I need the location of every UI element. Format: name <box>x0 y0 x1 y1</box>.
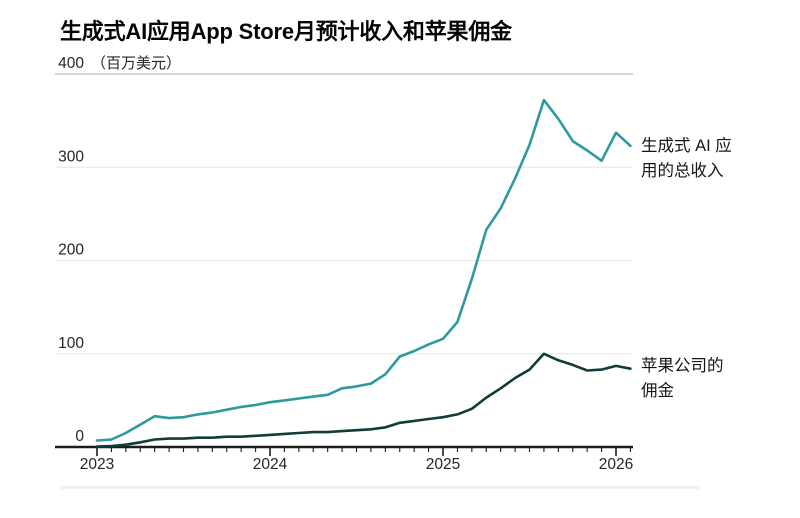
series-label-commission: 苹果公司的 佣金 <box>641 354 781 404</box>
series-label-commission-line2: 佣金 <box>641 382 674 401</box>
svg-text:2024: 2024 <box>253 456 288 473</box>
revenue-line <box>95 98 632 442</box>
series-label-revenue: 生成式 AI 应 用的总收入 <box>641 134 781 184</box>
svg-text:2026: 2026 <box>599 456 633 473</box>
x-ticks <box>96 448 631 456</box>
series-label-commission-line1: 苹果公司的 <box>641 357 724 375</box>
svg-text:2025: 2025 <box>426 456 460 473</box>
x-tick-labels: 2023 2024 2025 2026 <box>80 456 633 473</box>
svg-text:300: 300 <box>58 148 84 165</box>
series-label-revenue-line1: 生成式 AI 应 <box>641 137 732 155</box>
svg-text:2023: 2023 <box>80 456 114 473</box>
bottom-shadow-strip <box>60 486 700 489</box>
chart-title: 生成式AI应用App Store月预计收入和苹果佣金 <box>60 19 512 44</box>
commission-line <box>95 352 632 448</box>
gridlines <box>55 73 633 355</box>
series-label-revenue-line2: 用的总收入 <box>641 162 724 181</box>
svg-text:100: 100 <box>58 335 84 352</box>
svg-text:400: 400 <box>58 55 84 72</box>
svg-text:（百万美元）: （百万美元） <box>91 55 181 72</box>
svg-text:0: 0 <box>75 428 84 445</box>
svg-text:200: 200 <box>58 242 84 259</box>
y-tick-labels: 0 100 200 300 400 （百万美元） <box>58 55 181 445</box>
